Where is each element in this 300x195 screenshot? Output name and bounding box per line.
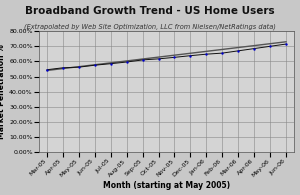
Y-axis label: Market Penetration %: Market Penetration %	[0, 44, 6, 139]
Point	[124, 60, 129, 64]
Point	[252, 47, 256, 50]
Point	[156, 57, 161, 60]
Point	[172, 56, 177, 59]
Point	[236, 49, 241, 52]
X-axis label: Month (starting at May 2005): Month (starting at May 2005)	[103, 181, 230, 190]
Point	[92, 64, 97, 67]
Point	[61, 66, 65, 69]
Text: Broadband Growth Trend - US Home Users: Broadband Growth Trend - US Home Users	[25, 6, 275, 16]
Point	[204, 53, 209, 56]
Point	[76, 66, 81, 69]
Point	[284, 43, 288, 46]
Point	[45, 68, 50, 71]
Point	[220, 51, 225, 55]
Text: (Extrapolated by Web Site Optimization, LLC from Nielsen/NetRatings data): (Extrapolated by Web Site Optimization, …	[24, 23, 276, 30]
Point	[188, 54, 193, 57]
Point	[268, 45, 272, 48]
Point	[108, 62, 113, 65]
Point	[140, 58, 145, 61]
